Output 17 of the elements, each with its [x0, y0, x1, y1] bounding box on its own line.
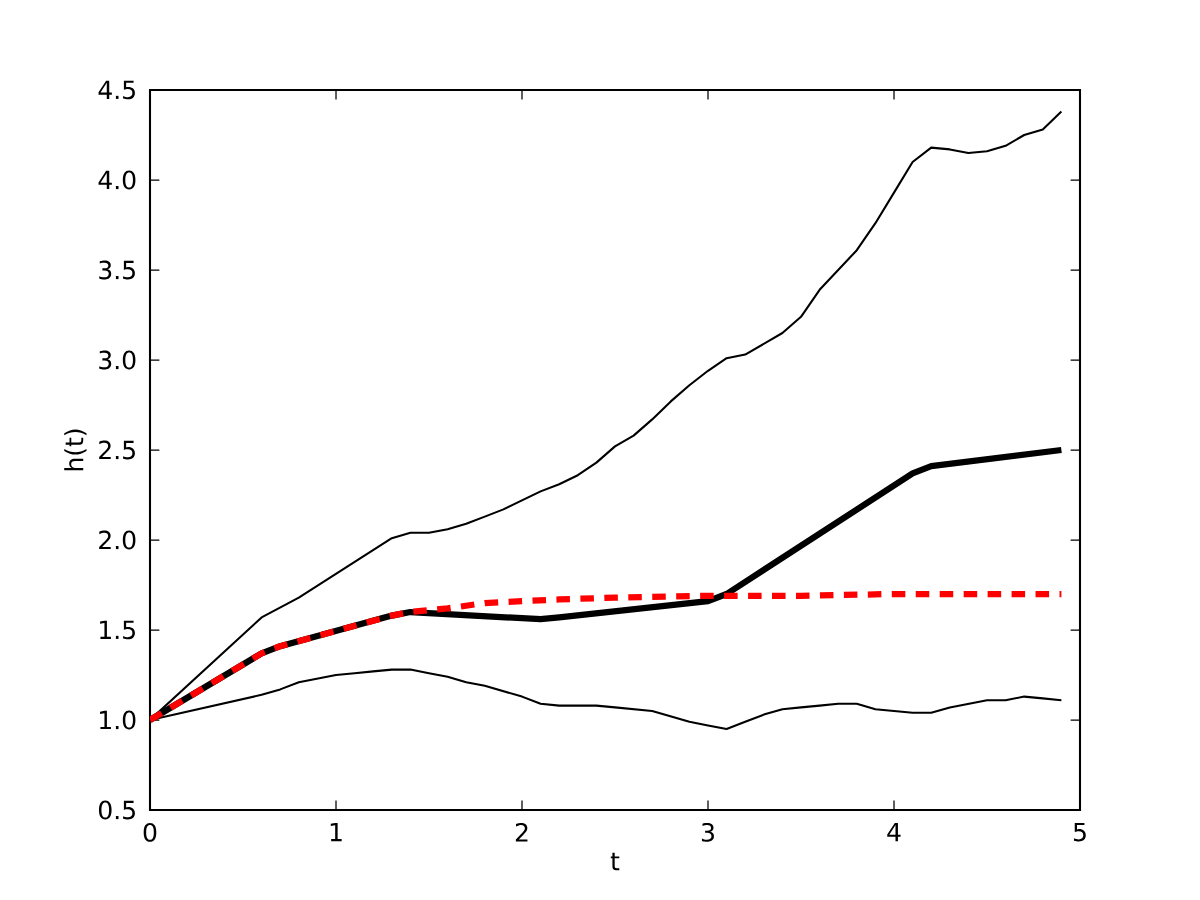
x-tick-label: 3: [701, 822, 714, 842]
y-tick-label: 2.0: [99, 530, 136, 550]
x-tick-label: 4: [887, 822, 901, 842]
y-tick-label: 3.5: [99, 260, 135, 280]
y-tick-label: 1.5: [100, 620, 135, 640]
y-tick-label: 2.5: [99, 440, 135, 460]
y-tick-label: 3.0: [99, 350, 136, 370]
y-tick-label: 1.0: [100, 710, 136, 730]
x-axis-title: t: [610, 852, 620, 871]
y-tick-label: 4.5: [98, 80, 135, 100]
x-tick-label: 2: [515, 822, 528, 842]
x-tick-label: 0: [143, 822, 157, 842]
y-axis-title: h(t): [64, 429, 87, 471]
y-tick-label: 0.5: [98, 800, 135, 820]
x-tick-label: 5: [1073, 822, 1086, 842]
y-tick-label: 4.0: [98, 170, 136, 190]
x-tick-label: 1: [330, 822, 342, 842]
